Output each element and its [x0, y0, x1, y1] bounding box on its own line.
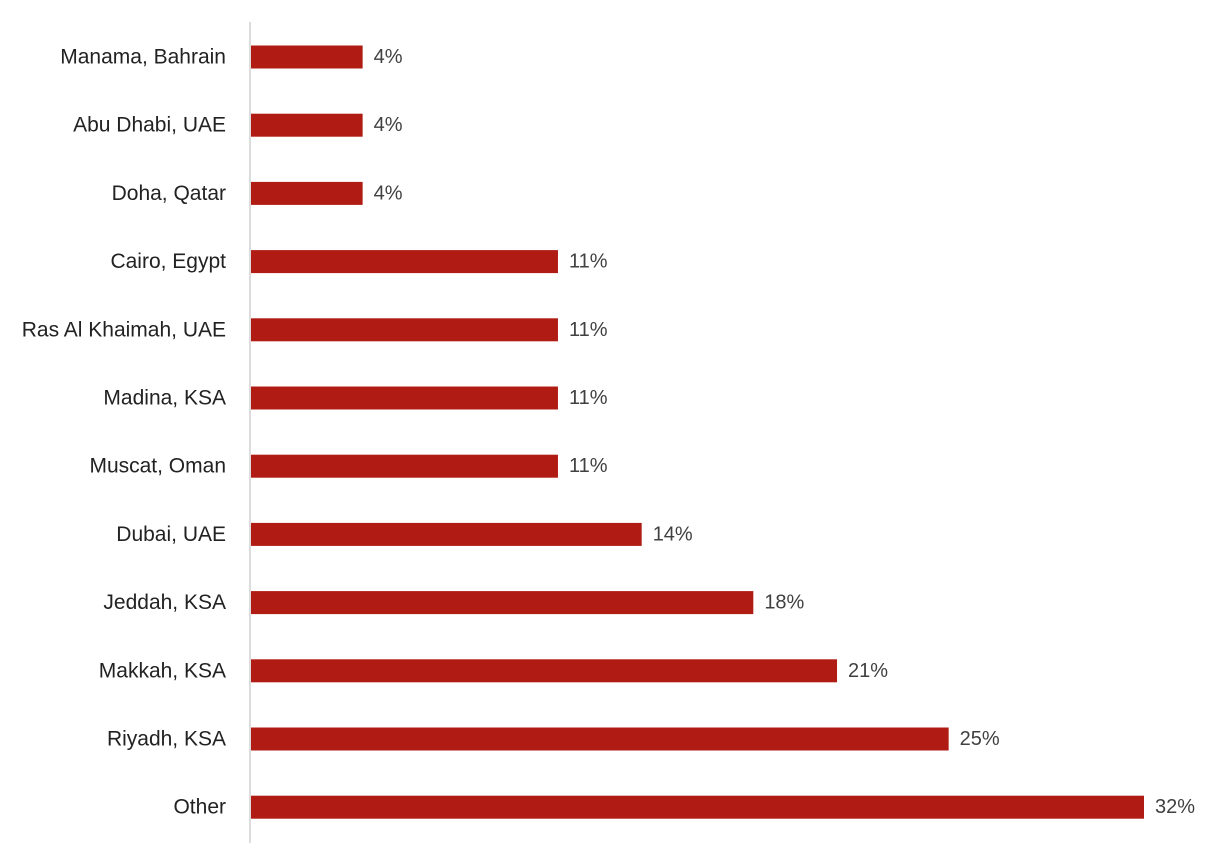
category-label: Madina, KSA	[103, 387, 226, 410]
category-label: Other	[173, 796, 226, 819]
bar	[251, 659, 838, 683]
category-label: Jeddah, KSA	[103, 591, 226, 614]
bar	[251, 386, 558, 410]
value-labels: 4% 4% 4% 11% 11% 11% 11% 14% 18% 21% 25% 32%	[374, 46, 1196, 818]
bar	[251, 113, 363, 137]
data-label: 18%	[764, 592, 804, 614]
bars	[251, 45, 1144, 819]
bar	[251, 727, 949, 751]
data-label: 11%	[569, 387, 608, 409]
category-label: Makkah, KSA	[99, 659, 226, 682]
data-label: 32%	[1155, 796, 1195, 818]
category-label: Riyadh, KSA	[107, 728, 226, 751]
data-label: 4%	[374, 182, 403, 204]
data-label: 14%	[653, 523, 693, 545]
data-label: 21%	[848, 660, 888, 682]
data-label: 11%	[569, 319, 608, 341]
data-label: 11%	[569, 455, 608, 477]
bar	[251, 795, 1144, 819]
data-label: 11%	[569, 251, 608, 273]
bar	[251, 181, 363, 205]
bar	[251, 250, 558, 274]
category-labels: Manama, Bahrain Abu Dhabi, UAE Doha, Qatar…	[22, 46, 226, 819]
data-label: 4%	[374, 46, 403, 68]
category-label: Dubai, UAE	[116, 523, 226, 546]
category-label: Abu Dhabi, UAE	[73, 114, 226, 137]
bar	[251, 454, 558, 478]
category-label: Manama, Bahrain	[60, 46, 226, 69]
category-label: Muscat, Oman	[89, 455, 226, 478]
bar	[251, 591, 754, 615]
bar	[251, 45, 363, 69]
category-label: Cairo, Egypt	[110, 250, 226, 273]
category-label: Doha, Qatar	[112, 182, 226, 205]
bar	[251, 522, 642, 546]
bar	[251, 318, 558, 342]
data-label: 4%	[374, 114, 403, 136]
data-label: 25%	[960, 728, 1000, 750]
category-label: Ras Al Khaimah, UAE	[22, 318, 226, 341]
